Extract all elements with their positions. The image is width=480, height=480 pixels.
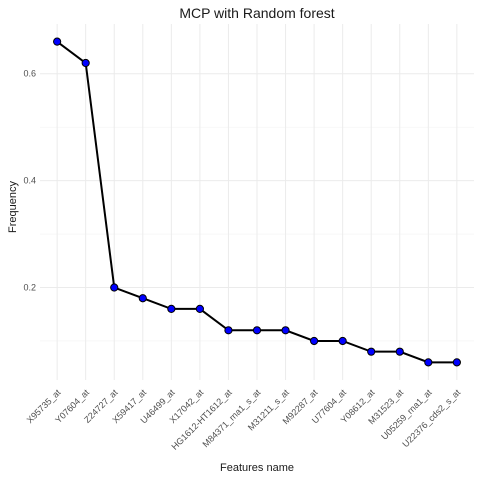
data-point	[138, 294, 147, 303]
data-point	[252, 326, 262, 335]
data-point	[224, 326, 233, 335]
x-tick-labels: X95735_atY07604_atZ24727_atX59417_atU464…	[25, 387, 463, 452]
data-point	[167, 304, 176, 314]
x-axis-title: Features name	[220, 462, 294, 474]
y-axis-title: Frequency	[7, 181, 19, 233]
chart-title: MCP with Random forest	[179, 5, 334, 21]
data-point	[53, 37, 62, 46]
y-tick-label: 0.6	[23, 69, 36, 79]
data-point	[338, 336, 347, 346]
data-point	[195, 304, 204, 314]
data-point	[367, 347, 376, 356]
data-point	[424, 358, 433, 367]
grid	[40, 24, 474, 380]
data-point	[110, 283, 119, 292]
data-point	[452, 358, 461, 367]
data-point	[281, 326, 290, 335]
y-tick-label: 0.4	[23, 176, 36, 186]
data-point	[395, 347, 404, 356]
data-points	[53, 37, 461, 367]
y-tick-labels: 0.2 0.4 0.6	[23, 69, 36, 293]
data-point	[81, 58, 90, 68]
data-point	[310, 336, 319, 346]
x-tick-label: U05259_rna1_at	[379, 387, 434, 442]
y-tick-label: 0.2	[23, 283, 36, 293]
